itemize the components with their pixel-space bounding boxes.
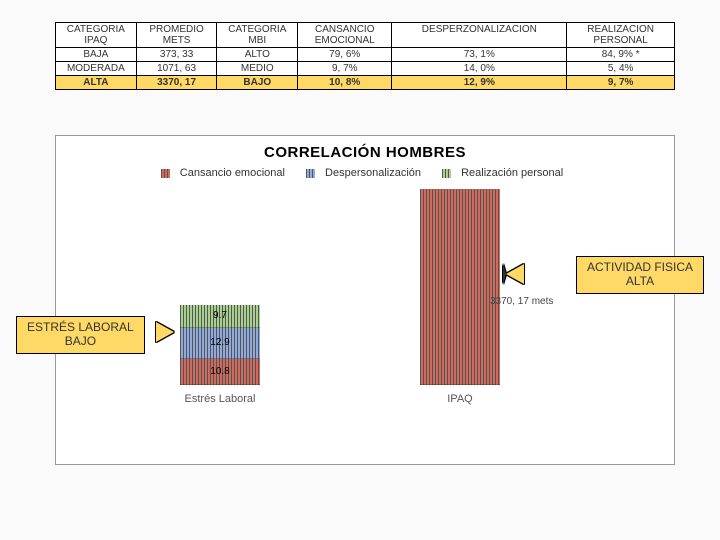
chart-legend: Cansancio emocional Despersonalización R…: [70, 167, 660, 179]
th-rp: REALIZACION PERSONAL: [567, 23, 675, 48]
th-mets: PROMEDIO METS: [136, 23, 217, 48]
legend-ce: Cansancio emocional: [180, 167, 285, 179]
ipaq-mets-label: 3370, 17 mets: [490, 296, 553, 307]
th-mbi: CATEGORIA MBI: [217, 23, 298, 48]
cell-mbi: BAJO: [217, 76, 298, 90]
th-ipaq: CATEGORIA IPAQ: [56, 23, 137, 48]
chart-container: CORRELACIÓN HOMBRES Cansancio emocional …: [55, 135, 675, 465]
table-row: MODERADA1071, 63MEDIO9, 7%14, 0%5, 4%: [56, 62, 675, 76]
cell-ipaq: MODERADA: [56, 62, 137, 76]
cell-ce: 9, 7%: [298, 62, 392, 76]
cell-mbi: MEDIO: [217, 62, 298, 76]
group-estres: 9.712.910.8: [160, 305, 280, 385]
table-row: ALTA3370, 17BAJO10, 8%12, 9%9, 7%: [56, 76, 675, 90]
callout-actividad-alta: ACTIVIDAD FISICA ALTA: [576, 256, 704, 294]
xcat-ipaq: IPAQ: [400, 393, 520, 405]
th-dp: DESPERZONALIZACION: [392, 23, 567, 48]
cell-mbi: ALTO: [217, 48, 298, 62]
cell-rp: 9, 7%: [567, 76, 675, 90]
cell-ipaq: BAJA: [56, 48, 137, 62]
cell-dp: 14, 0%: [392, 62, 567, 76]
legend-rp: Realización personal: [461, 167, 563, 179]
cell-dp: 73, 1%: [392, 48, 567, 62]
th-ce: CANSANCIO EMOCIONAL: [298, 23, 392, 48]
cell-ce: 79, 6%: [298, 48, 392, 62]
legend-dp: Despersonalización: [325, 167, 421, 179]
plot-area: 9.712.910.8 Estrés Laboral IPAQ 3370, 17…: [80, 187, 650, 407]
arrow-right-icon: [503, 264, 524, 284]
cell-rp: 5, 4%: [567, 62, 675, 76]
callout-estres-bajo: ESTRÉS LABORAL BAJO: [16, 316, 145, 354]
summary-table: CATEGORIA IPAQ PROMEDIO METS CATEGORIA M…: [55, 22, 675, 90]
th-ipaq-l2: IPAQ: [84, 35, 107, 46]
cell-ipaq: ALTA: [56, 76, 137, 90]
cell-dp: 12, 9%: [392, 76, 567, 90]
cell-ce: 10, 8%: [298, 76, 392, 90]
cell-mets: 3370, 17: [136, 76, 217, 90]
cell-rp: 84, 9% *: [567, 48, 675, 62]
table-row: BAJA373, 33ALTO79, 6%73, 1%84, 9% *: [56, 48, 675, 62]
th-ipaq-l1: CATEGORIA: [67, 24, 125, 35]
group-ipaq: [400, 189, 520, 385]
chart-title: CORRELACIÓN HOMBRES: [70, 144, 660, 161]
arrow-left-icon: [156, 322, 174, 342]
cell-mets: 1071, 63: [136, 62, 217, 76]
cell-mets: 373, 33: [136, 48, 217, 62]
xcat-estres: Estrés Laboral: [160, 393, 280, 405]
